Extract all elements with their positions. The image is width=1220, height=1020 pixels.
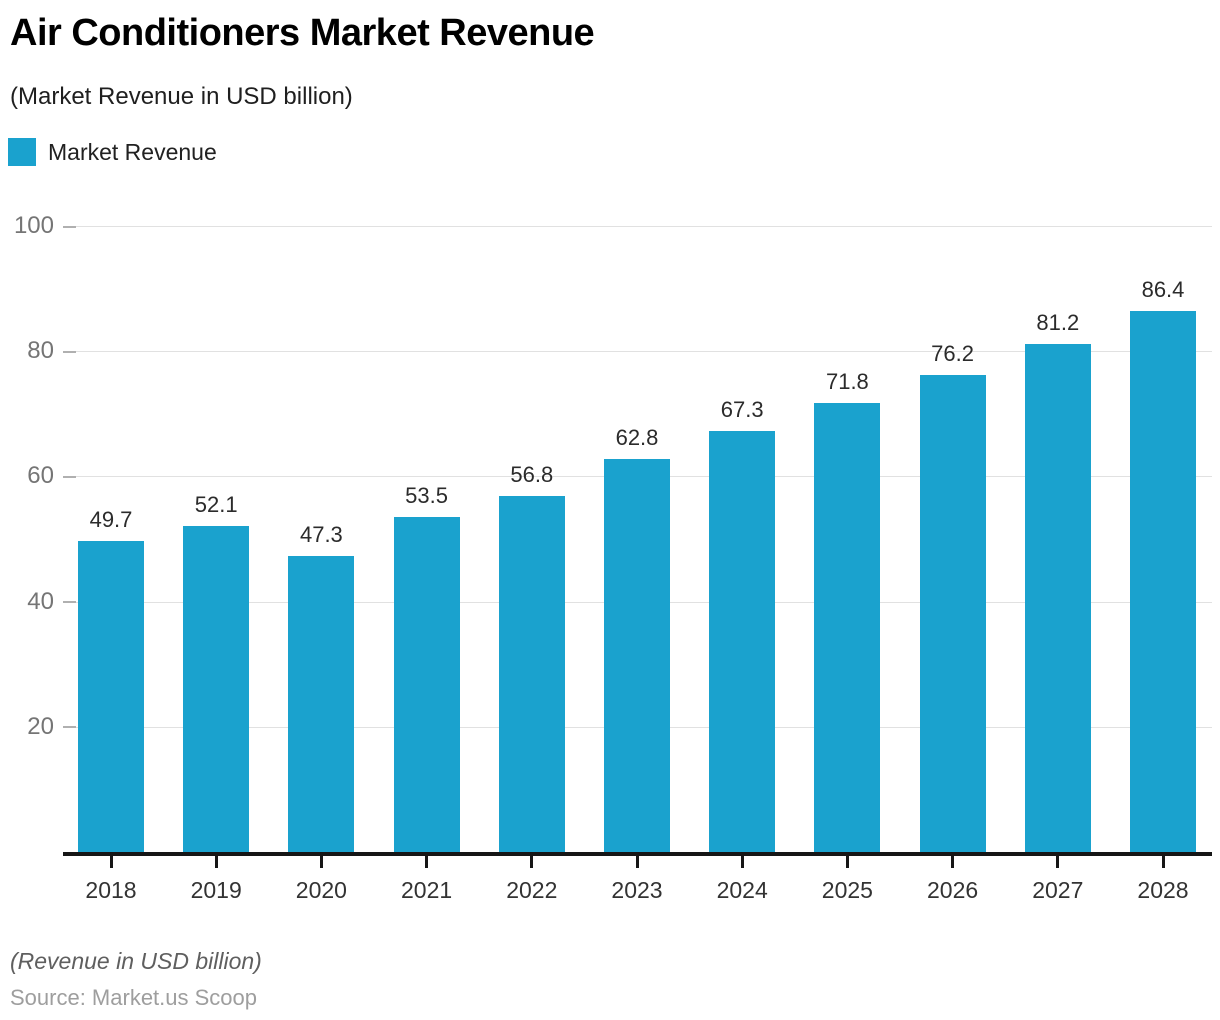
y-axis-label: 20	[27, 712, 54, 740]
bar-2020	[288, 555, 355, 852]
y-axis-label: 80	[27, 337, 54, 365]
bar-value-label-2024: 67.3	[720, 396, 764, 422]
x-axis-label-2027: 2027	[1032, 877, 1084, 903]
bar-value-label-2027: 81.2	[1036, 309, 1080, 335]
x-axis-label-2020: 2020	[295, 877, 347, 903]
y-axis-tick	[63, 726, 76, 729]
chart-title: Air Conditioners Market Revenue	[10, 12, 595, 54]
bar-value-label-2022: 56.8	[510, 462, 554, 488]
x-axis-label-2028: 2028	[1137, 877, 1189, 903]
bar-2024	[709, 430, 776, 852]
x-axis-tick	[425, 856, 429, 868]
bar-2019	[183, 525, 250, 852]
bar-2026	[919, 374, 986, 852]
y-axis-tick	[63, 601, 76, 604]
bar-value-label-2028: 86.4	[1141, 277, 1185, 303]
x-axis-label-2024: 2024	[716, 877, 768, 903]
bar-value-label-2023: 62.8	[615, 424, 659, 450]
x-axis-label-2021: 2021	[401, 877, 453, 903]
gridline	[63, 226, 1212, 227]
x-axis-tick	[845, 856, 849, 868]
x-axis-tick	[740, 856, 744, 868]
gridline	[63, 351, 1212, 353]
chart-subtitle: (Market Revenue in USD billion)	[10, 83, 353, 110]
bar-2018	[78, 540, 144, 852]
bar-2023	[604, 458, 670, 852]
x-axis-label-2026: 2026	[927, 877, 979, 903]
x-axis-label-2018: 2018	[85, 877, 137, 903]
bar-value-label-2018: 49.7	[89, 506, 133, 532]
x-axis-tick	[530, 856, 534, 868]
y-axis-tick	[63, 225, 76, 228]
x-axis-label-2022: 2022	[506, 877, 558, 903]
x-axis-tick	[1056, 856, 1060, 868]
legend-swatch-icon	[8, 138, 36, 166]
x-axis-label-2023: 2023	[611, 877, 663, 903]
source-credit: Source: Market.us Scoop	[10, 985, 258, 1010]
y-axis-label: 100	[13, 212, 54, 239]
bar-value-label-2020: 47.3	[299, 521, 343, 547]
x-axis-tick	[319, 856, 323, 868]
bar-2025	[814, 402, 881, 852]
x-axis-tick	[951, 856, 955, 868]
footnote: (Revenue in USD billion)	[10, 948, 262, 974]
bar-value-label-2019: 52.1	[194, 491, 238, 517]
x-axis-label-2025: 2025	[821, 877, 873, 903]
bar-2027	[1024, 343, 1091, 852]
x-axis-tick	[635, 856, 639, 868]
bar-value-label-2025: 71.8	[825, 368, 869, 394]
y-axis-tick	[63, 350, 76, 353]
x-axis-tick	[109, 856, 113, 868]
bar-2028	[1130, 311, 1196, 852]
bar-2021	[393, 517, 460, 852]
bar-value-label-2021: 53.5	[405, 483, 448, 509]
bar-value-label-2026: 76.2	[931, 340, 974, 366]
x-axis-line	[63, 852, 1212, 856]
x-axis-tick	[214, 856, 218, 868]
y-axis-tick	[63, 475, 76, 478]
legend-item[interactable]: Market Revenue	[8, 138, 217, 166]
x-axis-label-2019: 2019	[190, 877, 242, 903]
y-axis-label: 40	[27, 587, 54, 615]
x-axis-tick	[1161, 856, 1165, 868]
bar-2022	[498, 496, 565, 852]
legend-label: Market Revenue	[48, 138, 217, 165]
y-axis-label: 60	[27, 462, 54, 490]
